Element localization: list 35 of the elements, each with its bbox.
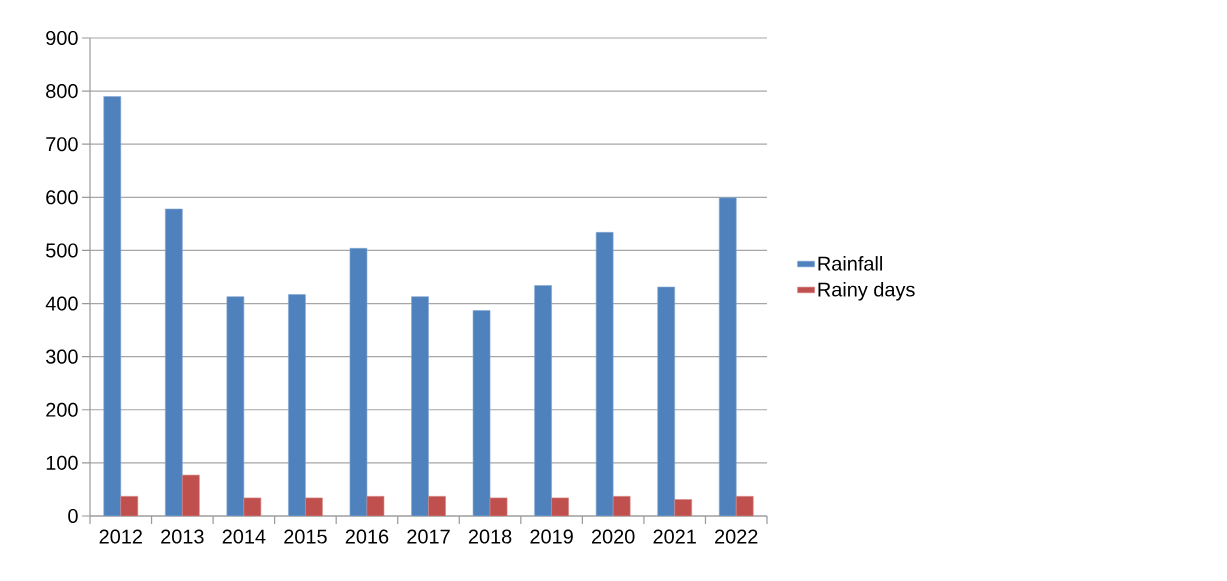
bar — [349, 248, 368, 516]
x-tick-label: 2013 — [161, 529, 204, 544]
y-tick-label: 200 — [46, 402, 78, 417]
bar — [288, 294, 306, 516]
y-tick-label: 500 — [46, 243, 78, 258]
bar — [534, 285, 552, 516]
y-tick-label: 800 — [46, 84, 78, 99]
bar — [718, 197, 737, 516]
x-tick-label: 2012 — [99, 529, 142, 544]
x-tick-label: 2017 — [407, 529, 450, 544]
x-tick-label: 2018 — [468, 529, 512, 544]
bar — [182, 474, 200, 516]
bar — [165, 208, 183, 516]
bar — [411, 296, 429, 516]
y-tick-label: 900 — [46, 30, 78, 46]
x-tick-label: 2021 — [653, 529, 696, 544]
y-tick-label: 600 — [46, 190, 78, 205]
bar — [226, 296, 245, 516]
x-tick-label: 2014 — [222, 529, 266, 544]
y-tick-label: 700 — [46, 137, 78, 152]
legend-label: Rainfall — [818, 256, 882, 271]
bar — [472, 310, 491, 516]
y-tick-label: 100 — [46, 455, 78, 470]
x-tick-label: 2015 — [284, 529, 327, 544]
x-tick-label: 2016 — [345, 529, 389, 544]
y-tick-label: 0 — [68, 508, 78, 524]
legend-label: Rainy days — [818, 281, 915, 301]
y-tick-label: 400 — [45, 296, 78, 311]
bar — [103, 96, 122, 516]
x-tick-label: 2022 — [715, 529, 758, 544]
x-tick-label: 2019 — [530, 529, 573, 544]
bar — [657, 286, 675, 516]
bar — [595, 232, 614, 516]
x-tick-label: 2020 — [591, 529, 635, 544]
y-tick-label: 300 — [46, 349, 78, 364]
